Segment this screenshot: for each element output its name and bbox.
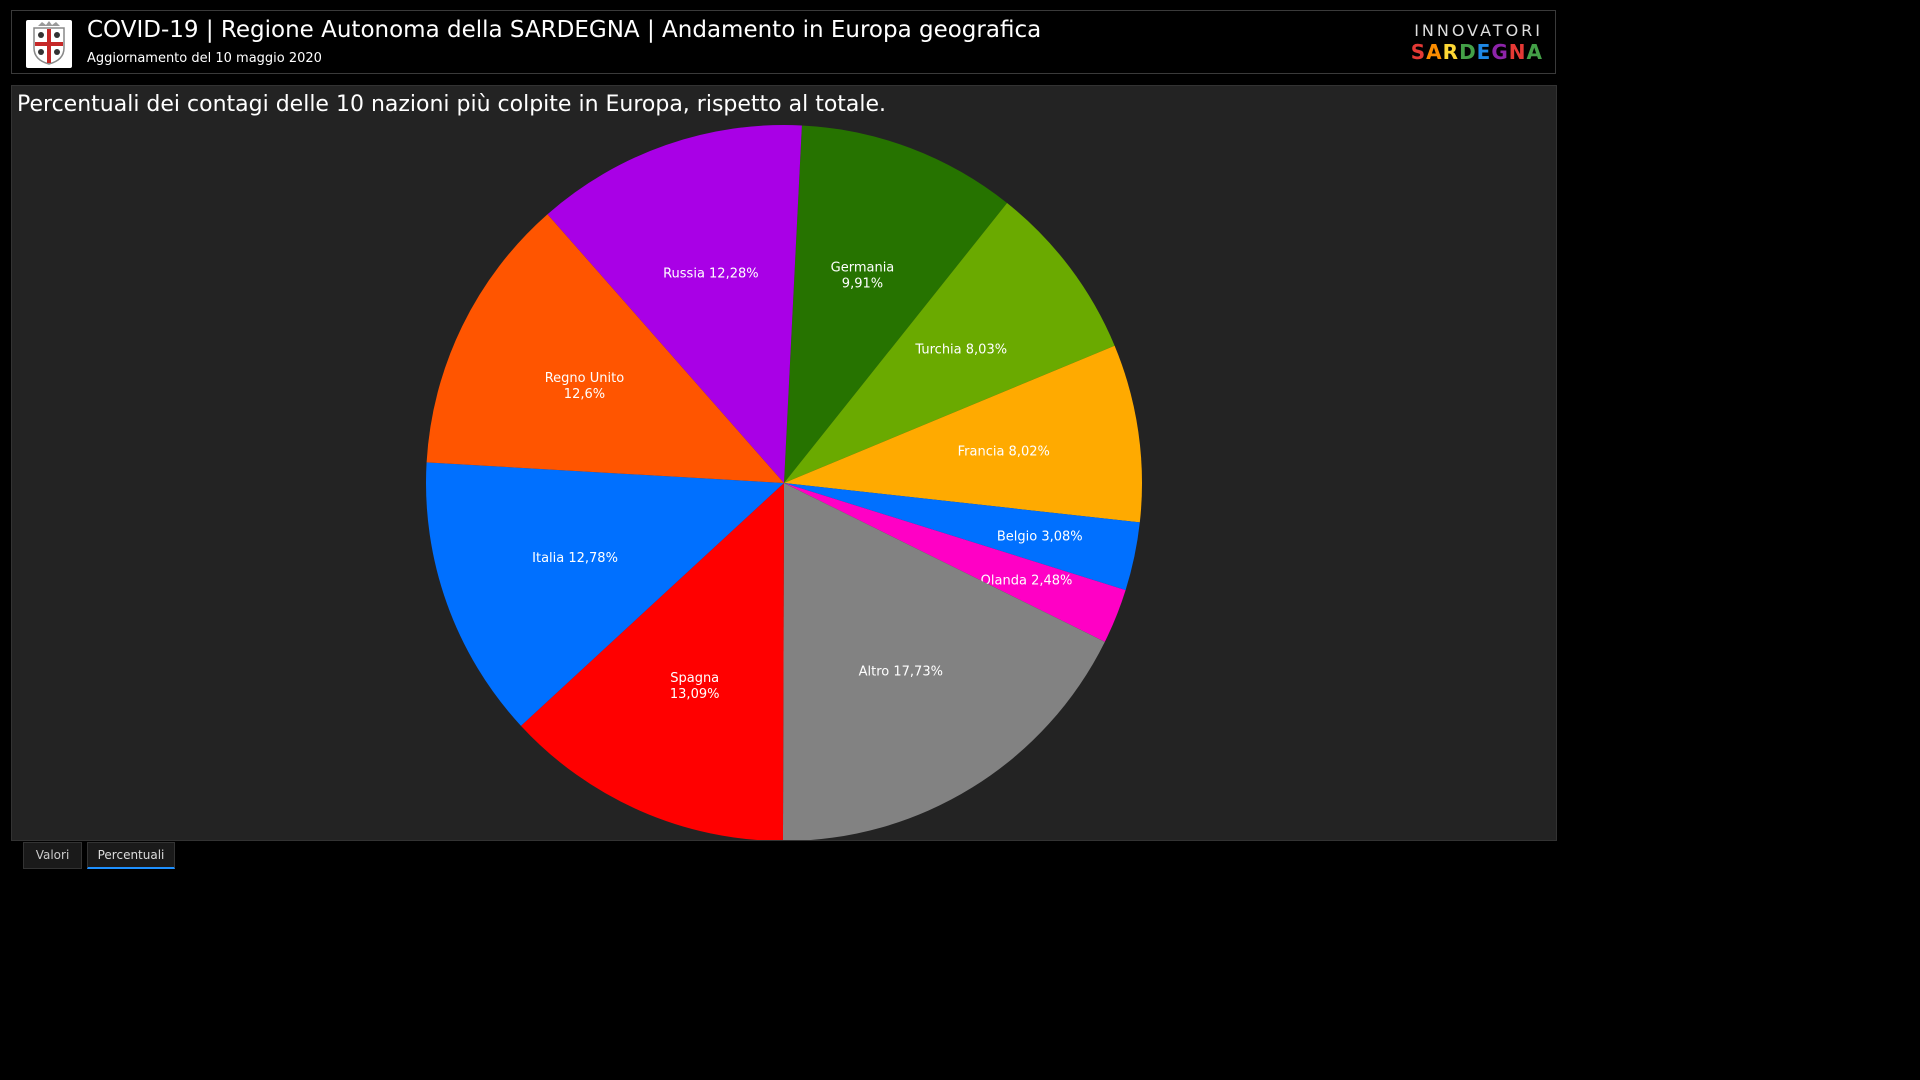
pie-slice-italia[interactable] xyxy=(425,462,784,726)
slice-label: Turchia 8,03% xyxy=(914,342,1007,357)
pie-slice-regno-unito[interactable] xyxy=(426,214,784,483)
brand-letter: N xyxy=(1508,40,1527,64)
header-bar: COVID-19 | Regione Autonoma della SARDEG… xyxy=(11,10,1556,74)
page-title: COVID-19 | Regione Autonoma della SARDEG… xyxy=(87,17,1042,43)
pie-chart: Germania 9,91% Turchia 8,03% Francia 8,02% B… xyxy=(425,124,1142,840)
slice-label: Francia 8,02% xyxy=(958,445,1050,460)
brand-letter: S xyxy=(1410,40,1427,64)
brand-letter: D xyxy=(1459,40,1477,64)
slice-label: Russia 12,28% xyxy=(663,266,759,281)
pie-slice-belgio[interactable] xyxy=(784,483,1140,591)
slice-label: Italia 12,78% xyxy=(532,551,618,566)
slice-label: Altro 17,73% xyxy=(859,665,943,680)
slice-label: Belgio 3,08% xyxy=(997,530,1083,545)
brand-letter: G xyxy=(1491,40,1509,64)
brand-letter: R xyxy=(1442,40,1460,64)
brand-top-text: INNOVATORI xyxy=(1414,21,1543,40)
brand-letter: E xyxy=(1476,40,1492,64)
slice-label: Olanda 2,48% xyxy=(981,573,1073,588)
slice-label: Germania 9,91% xyxy=(831,260,895,291)
slice-label: Regno Unito 12,6% xyxy=(545,371,624,402)
brand-letter: A xyxy=(1426,40,1443,64)
brand-bottom-text: SARDEGNA xyxy=(1411,40,1543,64)
slice-label: Spagna 13,09% xyxy=(670,671,720,702)
pie-slice-francia[interactable] xyxy=(784,345,1142,523)
pie-slice-spagna[interactable] xyxy=(520,483,784,840)
tab-valori[interactable]: Valori xyxy=(23,842,82,869)
innovatori-sardegna-logo: INNOVATORI SARDEGNA xyxy=(1411,21,1543,64)
pie-slice-russia[interactable] xyxy=(547,124,802,483)
pie-slice-turchia[interactable] xyxy=(784,202,1115,483)
chart-panel: Percentuali dei contagi delle 10 nazioni… xyxy=(11,85,1557,841)
pie-slice-olanda[interactable] xyxy=(784,483,1126,642)
tab-percentuali[interactable]: Percentuali xyxy=(87,842,175,869)
pie-slice-altro[interactable] xyxy=(782,483,1105,840)
sardinia-coat-of-arms-icon xyxy=(26,20,72,68)
chart-title: Percentuali dei contagi delle 10 nazioni… xyxy=(17,92,887,117)
brand-letter: A xyxy=(1526,40,1543,64)
update-date: Aggiornamento del 10 maggio 2020 xyxy=(87,51,322,66)
pie-slice-germania[interactable] xyxy=(784,125,1008,484)
